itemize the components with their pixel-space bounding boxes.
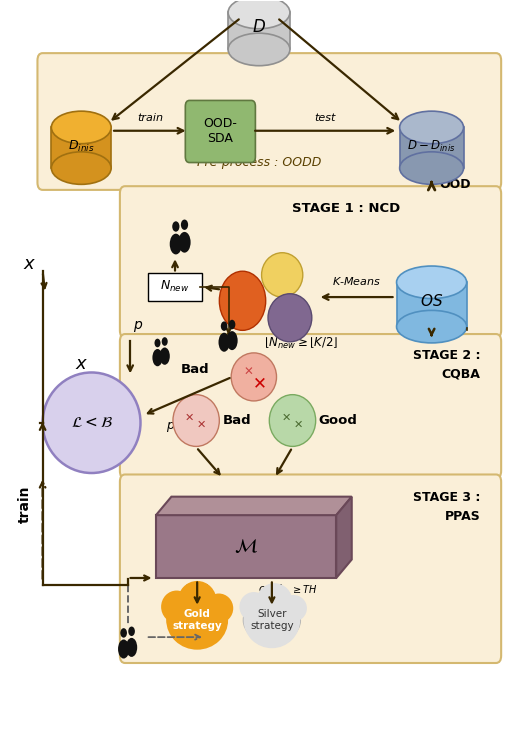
Ellipse shape xyxy=(126,638,137,657)
Ellipse shape xyxy=(167,597,227,643)
Text: CQBA: CQBA xyxy=(442,367,481,381)
Polygon shape xyxy=(51,128,111,168)
Ellipse shape xyxy=(280,595,307,622)
Text: PPAS: PPAS xyxy=(445,510,481,523)
Text: $\mathcal{M}$: $\mathcal{M}$ xyxy=(234,537,258,556)
Text: $OS$: $OS$ xyxy=(420,293,443,309)
FancyBboxPatch shape xyxy=(120,186,501,338)
Text: Bad: Bad xyxy=(181,363,209,376)
Ellipse shape xyxy=(262,253,303,297)
Ellipse shape xyxy=(166,591,228,650)
Ellipse shape xyxy=(226,331,238,350)
Text: STAGE 3 :: STAGE 3 : xyxy=(413,490,481,504)
FancyBboxPatch shape xyxy=(120,334,501,478)
Ellipse shape xyxy=(42,372,140,473)
Ellipse shape xyxy=(162,337,168,346)
Ellipse shape xyxy=(51,111,111,144)
Text: $D_{inis}$: $D_{inis}$ xyxy=(68,139,94,154)
Text: Pre-process : OODD: Pre-process : OODD xyxy=(197,157,321,169)
Ellipse shape xyxy=(269,395,315,447)
Text: ✕: ✕ xyxy=(294,420,303,430)
Ellipse shape xyxy=(268,294,312,342)
Ellipse shape xyxy=(400,152,464,184)
Text: STAGE 2 :: STAGE 2 : xyxy=(413,349,481,362)
Ellipse shape xyxy=(173,395,219,447)
Polygon shape xyxy=(336,496,352,578)
FancyBboxPatch shape xyxy=(148,272,202,301)
Ellipse shape xyxy=(152,349,163,367)
Ellipse shape xyxy=(219,332,229,352)
Ellipse shape xyxy=(397,310,467,343)
Text: $p+q$: $p+q$ xyxy=(166,419,199,434)
Ellipse shape xyxy=(397,266,467,298)
Ellipse shape xyxy=(239,592,268,622)
Text: conf: conf xyxy=(258,584,280,594)
Text: $\mathcal{L}<\mathcal{B}$: $\mathcal{L}<\mathcal{B}$ xyxy=(70,416,112,430)
Ellipse shape xyxy=(231,353,277,401)
Ellipse shape xyxy=(181,220,188,230)
Polygon shape xyxy=(397,282,467,326)
Ellipse shape xyxy=(120,628,127,637)
Text: STAGE 1 : NCD: STAGE 1 : NCD xyxy=(293,203,401,215)
Text: $p$: $p$ xyxy=(133,319,143,334)
Text: test: test xyxy=(314,114,335,123)
Ellipse shape xyxy=(128,626,135,636)
Ellipse shape xyxy=(219,272,266,330)
Text: least: least xyxy=(184,584,210,594)
Text: Gold
strategy: Gold strategy xyxy=(172,609,222,631)
Text: $\geq TH$: $\geq TH$ xyxy=(292,583,319,595)
Ellipse shape xyxy=(154,338,161,347)
Polygon shape xyxy=(156,515,336,578)
Text: train: train xyxy=(137,114,163,123)
Ellipse shape xyxy=(178,581,217,623)
Text: $x$: $x$ xyxy=(23,255,36,273)
Text: $\lfloor N_{new} \geq \lfloor K/2\rfloor$: $\lfloor N_{new} \geq \lfloor K/2\rfloor… xyxy=(264,336,338,351)
Text: Good: Good xyxy=(318,414,357,427)
Text: train: train xyxy=(18,485,32,523)
Text: OOD: OOD xyxy=(439,178,471,191)
Ellipse shape xyxy=(51,152,111,184)
Text: $N_{new}$: $N_{new}$ xyxy=(160,279,190,295)
FancyBboxPatch shape xyxy=(120,474,501,663)
Ellipse shape xyxy=(178,232,191,253)
Ellipse shape xyxy=(160,347,170,365)
Text: $D$: $D$ xyxy=(252,19,266,36)
Text: OOD-
SDA: OOD- SDA xyxy=(204,117,237,145)
Ellipse shape xyxy=(400,111,464,144)
Ellipse shape xyxy=(161,591,192,623)
Polygon shape xyxy=(156,496,352,515)
Text: $K$-$Means$: $K$-$Means$ xyxy=(333,275,381,286)
Ellipse shape xyxy=(228,33,290,66)
Polygon shape xyxy=(228,13,290,50)
Ellipse shape xyxy=(172,221,179,232)
Ellipse shape xyxy=(205,594,233,623)
Ellipse shape xyxy=(221,321,227,331)
Text: ✕: ✕ xyxy=(184,413,194,423)
Text: ✕: ✕ xyxy=(244,366,254,379)
Ellipse shape xyxy=(243,598,300,643)
Ellipse shape xyxy=(170,234,182,255)
Polygon shape xyxy=(400,128,464,168)
Text: ✕: ✕ xyxy=(197,420,206,430)
Ellipse shape xyxy=(243,592,300,649)
Ellipse shape xyxy=(229,320,235,329)
Text: $D-D_{inis}$: $D-D_{inis}$ xyxy=(407,139,456,154)
Text: ✕: ✕ xyxy=(281,413,291,423)
Text: ✕: ✕ xyxy=(253,374,267,392)
Ellipse shape xyxy=(256,583,293,620)
Ellipse shape xyxy=(228,0,290,29)
Text: Silver
strategy: Silver strategy xyxy=(250,609,294,631)
Text: Bad: Bad xyxy=(223,414,252,427)
Ellipse shape xyxy=(118,640,130,659)
Text: $x$: $x$ xyxy=(75,355,88,372)
FancyBboxPatch shape xyxy=(37,53,501,190)
Text: conf: conf xyxy=(186,594,208,604)
FancyBboxPatch shape xyxy=(185,100,255,162)
